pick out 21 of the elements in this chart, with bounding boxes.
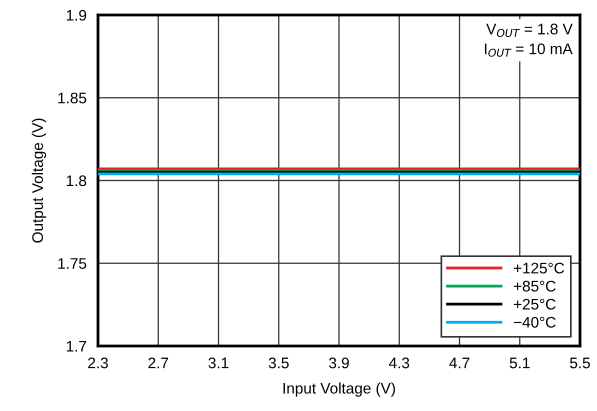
x-tick-label: 4.7 <box>449 358 470 368</box>
x-tick-label: 3.1 <box>208 358 228 368</box>
x-tick-label: 5.5 <box>570 358 590 368</box>
x-tick-label: 3.9 <box>328 358 349 368</box>
x-tick-label: 2.3 <box>88 358 108 368</box>
y-tick-label: 1.8 <box>66 175 86 186</box>
x-tick-label: 5.1 <box>510 358 530 368</box>
legend-label: +85°C <box>514 280 556 292</box>
legend-label: −40°C <box>514 316 556 328</box>
y-tick-label: 1.85 <box>58 92 86 104</box>
legend-label: +125°C <box>514 262 564 274</box>
y-tick-label: 1.75 <box>58 258 86 269</box>
x-tick-label: 4.3 <box>388 358 410 368</box>
y-tick-label: 1.9 <box>66 10 86 21</box>
x-tick-label: 2.7 <box>148 358 168 368</box>
text: V$_{OUT}$ = 1.8 V I$_{OUT}$ = 10 mA <box>484 24 573 57</box>
x-axis-title: Input Voltage (V) <box>284 382 395 397</box>
legend-label: +25°C <box>514 298 556 310</box>
y-axis-title: Output Voltage (V) <box>32 118 46 243</box>
y-tick-label: 1.7 <box>66 341 86 352</box>
x-tick-label: 3.5 <box>268 358 289 368</box>
